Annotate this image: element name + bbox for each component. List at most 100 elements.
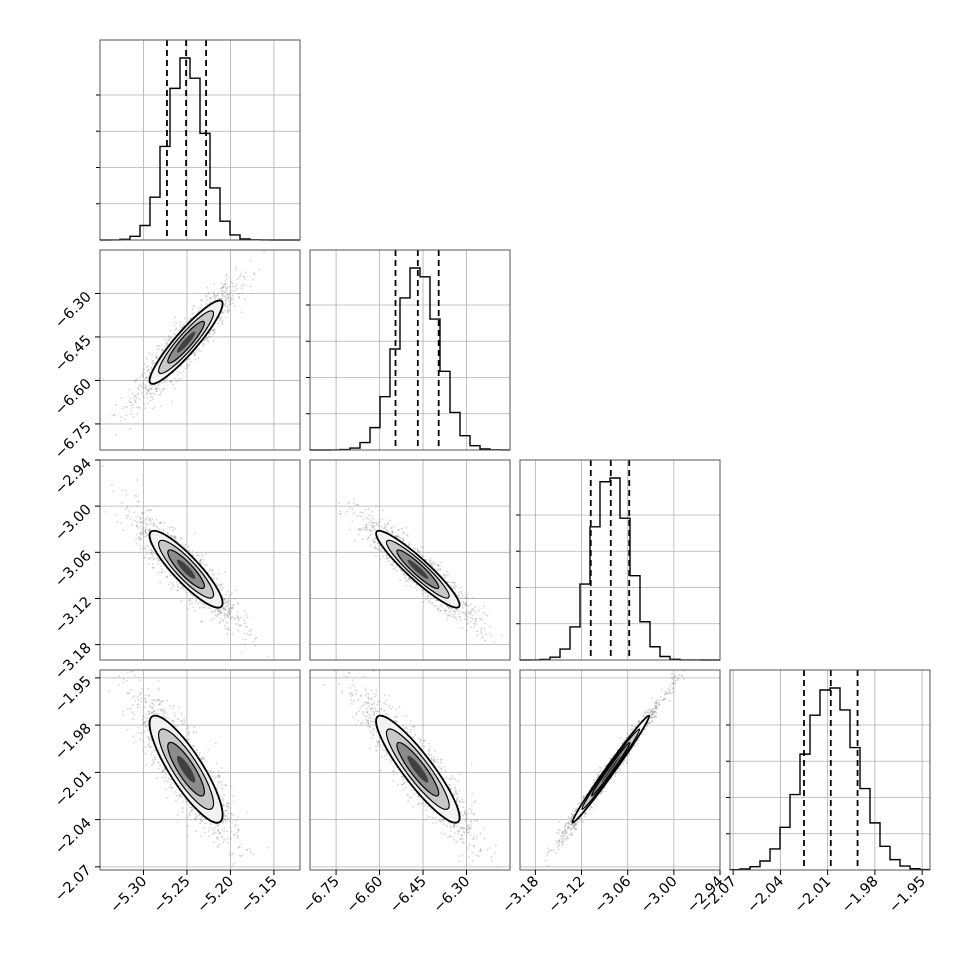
panel-frame (99, 39, 301, 241)
sample-point (396, 535, 398, 538)
sample-point (122, 528, 125, 531)
sample-point (448, 614, 451, 617)
sample-point (222, 607, 224, 609)
sample-point (169, 778, 172, 781)
sample-point (422, 555, 425, 558)
sample-point (459, 601, 462, 604)
sample-point (380, 525, 383, 528)
sample-point (391, 529, 394, 532)
sample-point (466, 593, 469, 596)
sample-point (145, 387, 147, 390)
sample-point (144, 721, 147, 724)
sample-point (138, 515, 141, 518)
sample-point (111, 414, 114, 417)
panel-frame (309, 459, 511, 661)
sample-point (149, 392, 151, 395)
sample-point (179, 371, 182, 374)
sample-point (408, 543, 410, 546)
sample-point (166, 343, 169, 346)
sample-point (228, 291, 231, 294)
sample-point (415, 584, 418, 587)
sample-point (224, 784, 227, 787)
sample-point (122, 710, 125, 713)
sample-point (233, 598, 236, 601)
sample-point (394, 535, 397, 538)
sample-point (153, 704, 155, 707)
sample-point (146, 544, 148, 547)
sample-point (201, 298, 203, 301)
y-tick-label: −3.00 (52, 502, 95, 545)
sample-point (139, 532, 142, 534)
sample-point (122, 682, 125, 684)
sample-point (390, 531, 393, 534)
sample-point (174, 329, 177, 332)
sample-point (253, 272, 256, 275)
sample-point (480, 628, 482, 631)
sample-point (236, 623, 239, 626)
sample-point (151, 363, 154, 366)
sample-point (393, 525, 396, 528)
sample-point (143, 698, 146, 700)
sample-point (404, 574, 406, 577)
sample-point (454, 587, 456, 590)
sample-point (125, 414, 127, 417)
sample-point (146, 524, 149, 526)
sample-point (154, 388, 157, 390)
sample-point (227, 841, 230, 844)
sample-point (480, 631, 483, 633)
sample-point (141, 718, 144, 721)
sample-point (140, 521, 143, 524)
sample-point (231, 302, 234, 305)
sample-point (159, 521, 162, 524)
panel-0-0 (96, 39, 301, 241)
sample-point (214, 609, 217, 612)
sample-point (150, 388, 153, 391)
sample-point (229, 854, 232, 857)
sample-point (375, 538, 377, 540)
sample-point (181, 326, 184, 329)
sample-point (372, 517, 374, 520)
sample-point (422, 589, 424, 592)
sample-point (138, 538, 141, 541)
sample-point (158, 382, 161, 385)
sample-point (160, 700, 163, 703)
sample-point (374, 546, 377, 549)
sample-point (209, 301, 212, 304)
sample-point (236, 278, 239, 280)
sample-point (148, 695, 150, 697)
sample-point (162, 769, 165, 772)
sample-point (174, 537, 176, 539)
sample-point (157, 679, 160, 682)
sample-point (201, 756, 204, 759)
sample-point (390, 526, 393, 529)
sample-point (227, 305, 230, 308)
sample-point (217, 614, 220, 617)
sample-point (216, 784, 219, 787)
sample-point (415, 589, 418, 592)
sample-point (377, 525, 379, 528)
sample-point (213, 293, 216, 296)
sample-point (214, 332, 216, 334)
sample-point (183, 317, 186, 320)
sample-point (186, 800, 189, 803)
sample-point (243, 619, 246, 622)
sample-point (481, 637, 484, 639)
sample-point (151, 707, 154, 709)
sample-point (367, 522, 370, 525)
sample-point (371, 526, 374, 528)
sample-point (458, 610, 461, 613)
sample-point (172, 584, 175, 586)
sample-point (164, 570, 167, 573)
sample-point (246, 626, 249, 628)
sample-point (148, 528, 151, 530)
sample-point (130, 404, 133, 407)
sample-point (204, 760, 207, 762)
sample-point (161, 570, 164, 573)
sample-point (146, 516, 149, 519)
sample-point (146, 377, 149, 379)
sample-point (370, 521, 373, 524)
sample-point (383, 523, 386, 526)
sample-point (146, 510, 148, 512)
sample-point (130, 409, 133, 412)
sample-point (163, 379, 166, 382)
